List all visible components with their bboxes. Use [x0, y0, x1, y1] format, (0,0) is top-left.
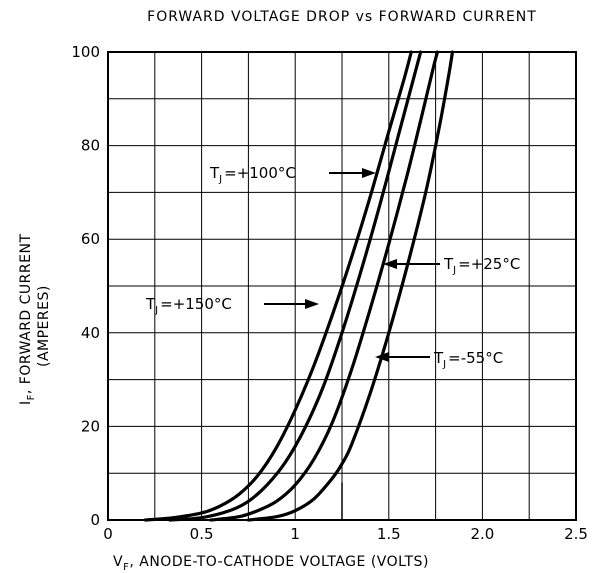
y-axis-label-line2: (AMPERES)	[36, 285, 52, 367]
label-100c-arrowhead	[362, 168, 376, 178]
label-25c-arrowhead	[383, 259, 397, 269]
chart-title: FORWARD VOLTAGE DROP vs FORWARD CURRENT	[147, 9, 537, 25]
label-150c-arrowhead	[305, 299, 319, 309]
series-line-neg55c	[246, 50, 455, 522]
x-tick-label: 0.5	[190, 525, 214, 543]
y-axis-label-line1: IF, FORWARD CURRENT	[18, 234, 37, 406]
label-25c-text: TJ =+25°C	[443, 255, 520, 276]
x-tick-label: 2.5	[564, 525, 588, 543]
y-tick-label: 0	[90, 511, 100, 529]
x-tick-label: 0	[103, 525, 113, 543]
x-tick-label: 2.0	[470, 525, 494, 543]
y-tick-label: 20	[81, 417, 100, 435]
series-line-25c	[209, 50, 440, 522]
x-tick-label: 1.5	[377, 525, 401, 543]
label-neg55c-arrowhead	[375, 352, 389, 362]
label-neg55c: TJ =-55°C	[375, 349, 503, 370]
label-100c-text: TJ =+100°C	[209, 164, 296, 185]
series-line-150c	[143, 50, 413, 522]
y-axis-label: IF, FORWARD CURRENT (AMPERES)	[18, 234, 52, 406]
label-neg55c-text: TJ =-55°C	[433, 349, 503, 370]
label-100c: TJ =+100°C	[209, 164, 376, 185]
series-line-100c	[168, 50, 423, 522]
curves	[143, 50, 455, 522]
y-tick-label: 80	[81, 137, 100, 155]
label-25c: TJ =+25°C	[383, 255, 520, 276]
y-tick-label: 60	[81, 230, 100, 248]
ticks: 0 0.5 1 1.5 2.0 2.5 0 20 40 60 80 100	[71, 43, 588, 543]
label-150c-text: TJ =+150°C	[145, 295, 232, 316]
x-axis-label: VF, ANODE-TO-CATHODE VOLTAGE (VOLTS)	[113, 554, 429, 573]
x-tick-label: 1	[290, 525, 300, 543]
label-150c: TJ =+150°C	[145, 295, 319, 316]
y-tick-label: 100	[71, 43, 100, 61]
y-tick-label: 40	[81, 324, 100, 342]
